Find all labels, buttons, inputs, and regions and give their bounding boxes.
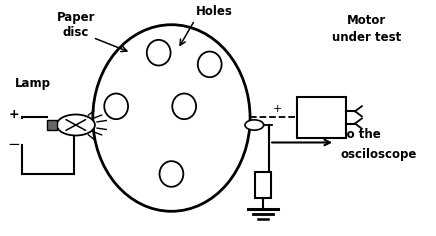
- Text: Holes: Holes: [195, 5, 232, 18]
- Ellipse shape: [198, 51, 221, 77]
- Text: disc: disc: [63, 26, 89, 39]
- Ellipse shape: [160, 161, 183, 187]
- Text: osciloscope: osciloscope: [341, 148, 417, 161]
- Bar: [47, 120, 57, 130]
- Bar: [297, 97, 346, 138]
- Bar: [255, 172, 271, 198]
- Text: under test: under test: [332, 31, 402, 44]
- Circle shape: [57, 114, 95, 135]
- Text: Paper: Paper: [57, 11, 95, 24]
- Text: to the: to the: [341, 128, 380, 141]
- Ellipse shape: [172, 93, 196, 119]
- Text: −: −: [8, 137, 20, 152]
- Ellipse shape: [147, 40, 170, 66]
- Ellipse shape: [104, 93, 128, 119]
- Text: +: +: [9, 108, 20, 121]
- Circle shape: [245, 120, 264, 130]
- Text: Motor: Motor: [347, 13, 387, 26]
- Ellipse shape: [93, 25, 250, 211]
- Text: +: +: [273, 104, 283, 114]
- Text: Lamp: Lamp: [15, 76, 51, 89]
